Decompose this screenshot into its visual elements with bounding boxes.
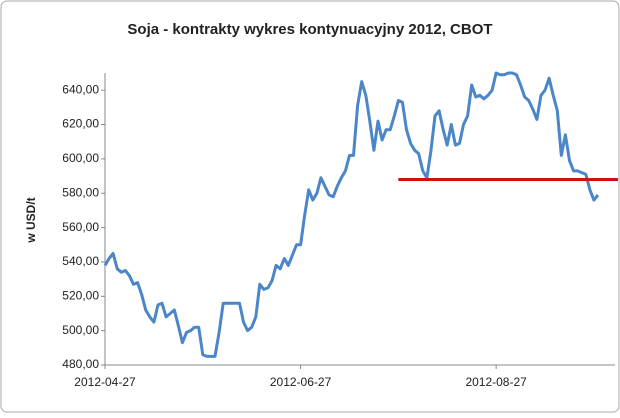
y-tick-label: 500,00 [62,323,99,337]
y-tick-label: 540,00 [62,254,99,268]
x-tick-label: 2012-08-27 [465,375,527,389]
y-tick-label: 560,00 [62,220,99,234]
x-tick-label: 2012-04-27 [74,375,136,389]
y-tick-label: 580,00 [62,185,99,199]
y-axis-title: w USD/t [24,197,38,243]
y-tick-label: 520,00 [62,288,99,302]
y-tick-label: 640,00 [62,82,99,96]
x-tick-label: 2012-06-27 [270,375,332,389]
y-tick-label: 600,00 [62,151,99,165]
data-line [103,71,600,358]
y-tick-label: 620,00 [62,117,99,131]
chart-title: Soja - kontrakty wykres kontynuacyjny 20… [127,21,492,38]
y-tick-label: 480,00 [62,357,99,371]
